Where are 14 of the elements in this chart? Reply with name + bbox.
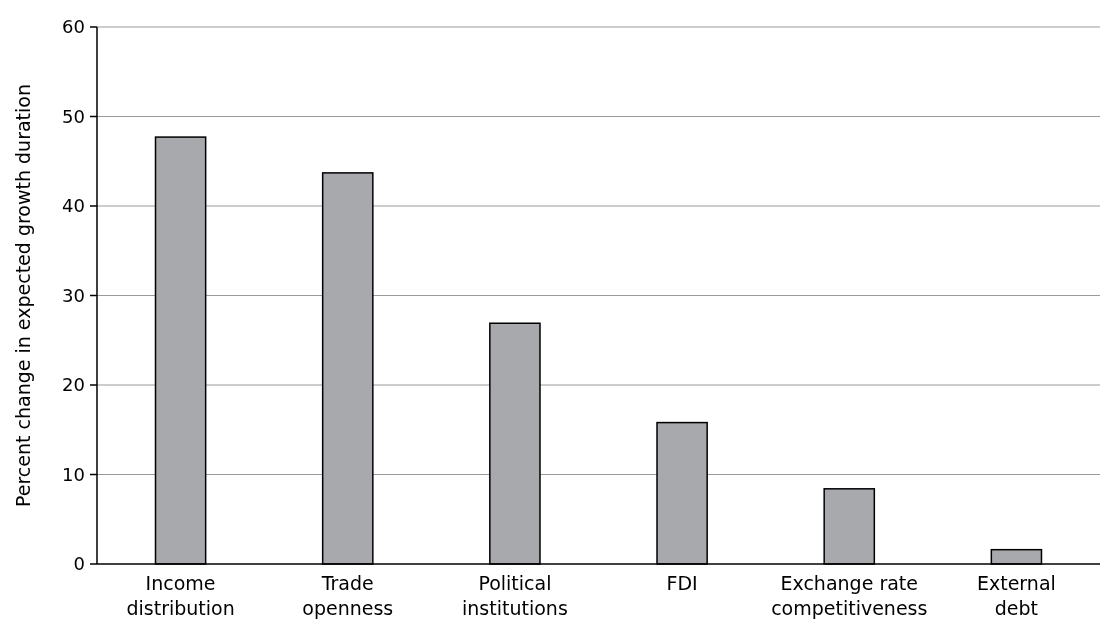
y-tick-label: 40 xyxy=(62,195,85,217)
y-tick-label: 30 xyxy=(62,284,85,306)
y-tick-label: 10 xyxy=(62,463,85,485)
x-tick-label: Trade openness xyxy=(302,572,394,619)
x-tick-label: Exchange rate competitiveness xyxy=(771,572,928,619)
y-tick-label: 50 xyxy=(62,105,85,127)
x-tick-label: Political institutions xyxy=(462,572,568,619)
y-tick-label: 60 xyxy=(62,16,85,38)
y-axis-title: Percent change in expected growth duration xyxy=(12,84,34,507)
x-tick-label: FDI xyxy=(666,572,698,594)
x-tick-label: External debt xyxy=(976,572,1056,619)
y-tick-label: 0 xyxy=(73,553,85,575)
x-tick-label: Income distribution xyxy=(126,572,235,619)
y-tick-label: 20 xyxy=(62,374,85,396)
